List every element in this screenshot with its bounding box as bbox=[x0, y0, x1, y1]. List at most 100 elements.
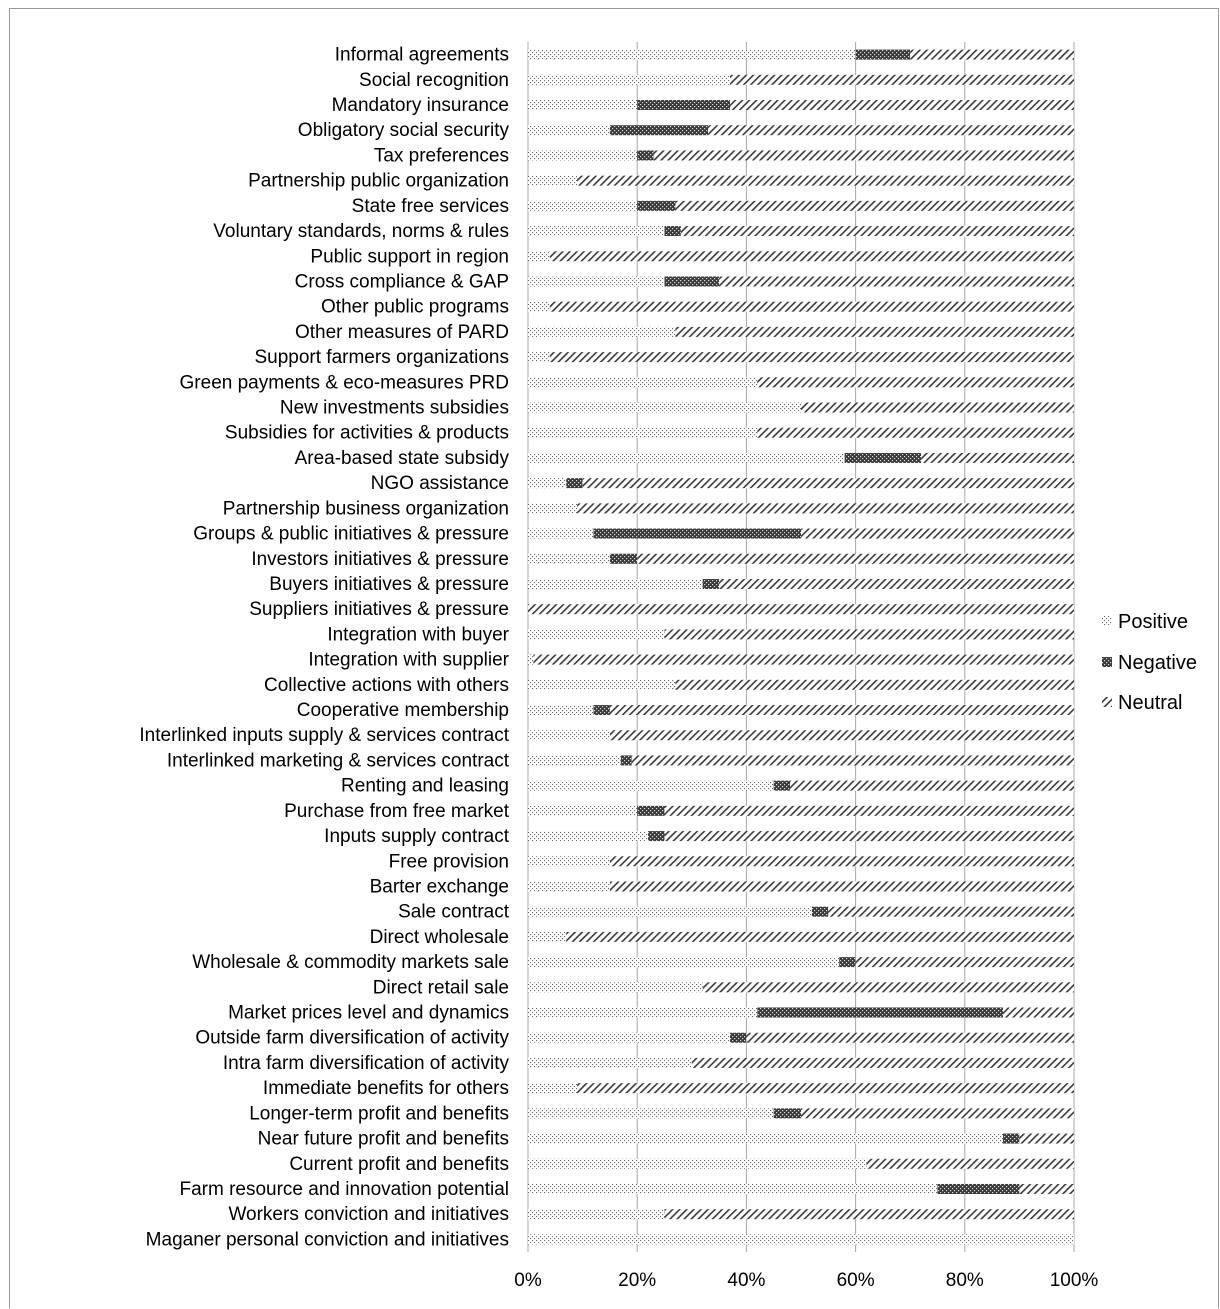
bar-neutral bbox=[609, 856, 1074, 867]
bar-neutral bbox=[702, 982, 1074, 993]
bar-neutral bbox=[582, 478, 1074, 489]
bar-positive bbox=[528, 377, 758, 388]
bar-positive bbox=[528, 629, 665, 640]
bar-negative bbox=[593, 528, 801, 539]
bar-negative bbox=[648, 831, 665, 842]
bar-positive bbox=[528, 1133, 1004, 1144]
bar-neutral bbox=[609, 730, 1074, 741]
bar-neutral bbox=[664, 1209, 1074, 1220]
category-label: Informal agreements bbox=[335, 45, 509, 66]
bar-neutral bbox=[675, 200, 1074, 211]
bar-negative bbox=[839, 957, 856, 968]
category-label: Cross compliance & GAP bbox=[295, 271, 509, 292]
category-label: Public support in region bbox=[310, 246, 509, 267]
bar-neutral bbox=[730, 74, 1074, 85]
category-label: Intra farm diversification of activity bbox=[223, 1053, 510, 1074]
bar-positive bbox=[528, 1007, 758, 1018]
category-labels: Informal agreements Social recognition Man… bbox=[139, 45, 509, 1251]
category-label: Wholesale & commodity markets sale bbox=[192, 952, 509, 973]
bar-neutral bbox=[1019, 1133, 1074, 1144]
x-tick-label: 80% bbox=[946, 1270, 984, 1291]
category-label: Barter exchange bbox=[370, 876, 509, 897]
category-label: Partnership business organization bbox=[223, 498, 509, 519]
bar-neutral bbox=[730, 100, 1074, 111]
legend-label: Negative bbox=[1118, 652, 1197, 674]
category-label: Buyers initiatives & pressure bbox=[269, 574, 509, 595]
bar-neutral bbox=[631, 755, 1074, 766]
category-label: New investments subsidies bbox=[280, 398, 509, 419]
category-label: Near future profit and benefits bbox=[258, 1129, 509, 1150]
bar-positive bbox=[528, 150, 638, 161]
x-tick-label: 0% bbox=[514, 1270, 542, 1291]
category-label: Current profit and benefits bbox=[289, 1154, 509, 1175]
category-label: Outside farm diversification of activity bbox=[195, 1028, 509, 1049]
bar-positive bbox=[528, 1209, 665, 1220]
bars bbox=[528, 49, 1074, 1245]
bar-neutral bbox=[680, 226, 1074, 237]
category-label: Direct retail sale bbox=[373, 977, 509, 998]
category-label: Maganer personal conviction and initiati… bbox=[146, 1229, 509, 1250]
category-label: Interlinked inputs supply & services con… bbox=[139, 725, 509, 746]
bar-neutral bbox=[691, 1057, 1074, 1068]
bar-neutral bbox=[790, 780, 1074, 791]
bar-negative bbox=[855, 49, 911, 60]
bar-neutral bbox=[1019, 1183, 1074, 1194]
bar-positive bbox=[528, 856, 610, 867]
bar-positive bbox=[528, 578, 703, 589]
bar-neutral bbox=[1003, 1007, 1074, 1018]
bar-negative bbox=[637, 150, 654, 161]
category-label: Immediate benefits for others bbox=[263, 1078, 509, 1099]
bar-positive bbox=[528, 301, 550, 312]
bar-positive bbox=[528, 49, 856, 60]
category-label: Green payments & eco-measures PRD bbox=[180, 372, 509, 393]
bar-neutral bbox=[549, 352, 1074, 363]
category-label: Area-based state subsidy bbox=[295, 448, 510, 469]
bar-positive bbox=[528, 805, 638, 816]
category-label: Interlinked marketing & services contrac… bbox=[167, 750, 510, 771]
bar-positive bbox=[528, 831, 649, 842]
bar-neutral bbox=[921, 452, 1074, 463]
bar-negative bbox=[773, 780, 791, 791]
bar-negative bbox=[844, 452, 922, 463]
bar-negative bbox=[609, 553, 638, 564]
bar-positive bbox=[528, 226, 665, 237]
bar-neutral bbox=[708, 125, 1074, 136]
bar-positive bbox=[528, 881, 610, 892]
bar-neutral bbox=[801, 528, 1074, 539]
bar-negative bbox=[593, 705, 610, 716]
bar-positive bbox=[528, 352, 550, 363]
bar-negative bbox=[811, 906, 829, 917]
x-tick-label: 40% bbox=[727, 1270, 765, 1291]
bar-negative bbox=[702, 578, 720, 589]
legend: Positive Negative Neutral bbox=[1102, 611, 1197, 714]
category-label: Sale contract bbox=[398, 902, 510, 923]
bar-positive bbox=[528, 326, 676, 337]
bar-neutral bbox=[664, 831, 1074, 842]
bar-positive bbox=[528, 427, 758, 438]
bar-positive bbox=[528, 1032, 731, 1043]
category-label: Inputs supply contract bbox=[324, 826, 510, 847]
bar-positive bbox=[528, 705, 594, 716]
bar-positive bbox=[528, 251, 550, 262]
bar-neutral bbox=[609, 881, 1074, 892]
bar-positive bbox=[528, 1234, 1074, 1245]
bar-neutral bbox=[549, 251, 1074, 262]
bar-neutral bbox=[577, 1083, 1074, 1094]
bar-neutral bbox=[549, 301, 1074, 312]
bar-positive bbox=[528, 452, 845, 463]
bar-positive bbox=[528, 1158, 867, 1169]
category-label: NGO assistance bbox=[371, 473, 509, 494]
bar-positive bbox=[528, 1108, 774, 1119]
bar-neutral bbox=[675, 679, 1074, 690]
bar-positive bbox=[528, 931, 567, 942]
category-label: Investors initiatives & pressure bbox=[251, 549, 509, 570]
bar-neutral bbox=[577, 503, 1074, 514]
category-label: Integration with supplier bbox=[308, 650, 509, 671]
bar-neutral bbox=[719, 578, 1074, 589]
bar-positive bbox=[528, 553, 610, 564]
category-label: Partnership public organization bbox=[248, 171, 509, 192]
bar-positive bbox=[528, 478, 567, 489]
legend-label: Neutral bbox=[1118, 692, 1182, 714]
category-label: Mandatory insurance bbox=[332, 95, 509, 116]
bar-negative bbox=[609, 125, 709, 136]
